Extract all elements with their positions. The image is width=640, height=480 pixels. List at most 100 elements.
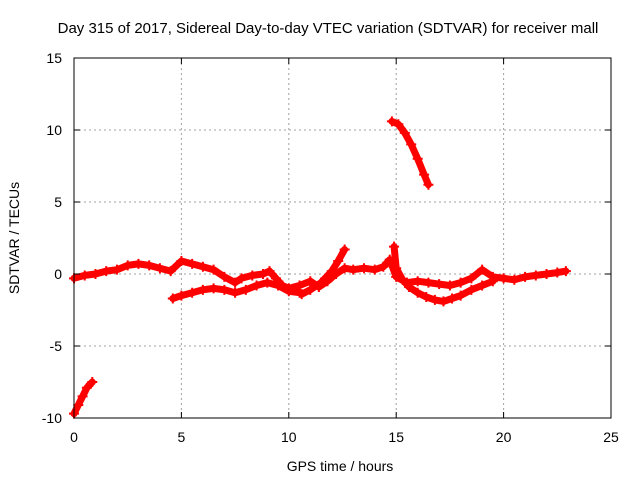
data-point-marker	[133, 258, 144, 269]
data-point-marker	[520, 271, 531, 282]
data-point-marker	[154, 263, 165, 274]
data-point-marker	[247, 270, 258, 281]
data-point-marker	[230, 277, 241, 288]
data-point-marker	[438, 296, 449, 307]
y-tick-label: 15	[46, 50, 62, 66]
series-6	[386, 116, 434, 190]
data-point-marker	[316, 277, 327, 288]
data-point-marker	[447, 293, 458, 304]
data-point-marker	[393, 119, 404, 130]
data-point-marker	[296, 289, 307, 300]
data-point-marker	[264, 266, 275, 277]
y-tick-label: -10	[42, 410, 62, 426]
series-5	[389, 241, 498, 307]
data-point-marker	[230, 287, 241, 298]
y-tick-label: 5	[54, 194, 62, 210]
data-point-marker	[404, 281, 415, 292]
data-point-marker	[399, 127, 410, 138]
data-point-marker	[339, 263, 350, 274]
data-point-marker	[273, 280, 284, 291]
y-tick-label: 10	[46, 122, 62, 138]
data-point-marker	[412, 287, 423, 298]
data-point-marker	[167, 293, 178, 304]
data-series	[69, 116, 571, 419]
data-point-marker	[386, 116, 397, 127]
data-point-marker	[530, 270, 541, 281]
data-point-marker	[389, 241, 400, 252]
axis-ticks: 0 5 10 15 20 25 -10 -5 0 5 10 15	[42, 50, 619, 445]
data-point-marker	[81, 382, 92, 393]
x-tick-label: 10	[281, 429, 297, 445]
data-point-marker	[305, 284, 316, 295]
x-tick-label: 0	[70, 429, 78, 445]
data-point-marker	[326, 266, 337, 277]
data-point-marker	[208, 283, 219, 294]
data-point-marker	[283, 286, 294, 297]
y-axis-label: SDTVAR / TECUs	[6, 182, 22, 294]
data-point-marker	[101, 266, 112, 277]
data-point-marker	[444, 280, 455, 291]
data-point-marker	[73, 400, 84, 411]
data-point-marker	[111, 264, 122, 275]
data-point-marker	[552, 267, 563, 278]
data-point-marker	[187, 258, 198, 269]
y-tick-label: -5	[50, 338, 63, 354]
data-point-marker	[412, 276, 423, 287]
data-point-marker	[77, 391, 88, 402]
series-4	[296, 244, 350, 300]
data-point-marker	[434, 279, 445, 290]
data-point-marker	[219, 271, 230, 282]
data-point-marker	[208, 264, 219, 275]
series-1	[69, 377, 98, 419]
data-point-marker	[423, 277, 434, 288]
data-point-marker	[397, 274, 408, 285]
data-point-marker	[165, 266, 176, 277]
data-point-marker	[240, 284, 251, 295]
data-point-marker	[477, 280, 488, 291]
data-point-marker	[378, 261, 389, 272]
data-point-marker	[509, 274, 520, 285]
data-point-marker	[144, 260, 155, 271]
data-point-marker	[90, 269, 101, 279]
data-point-marker	[339, 244, 350, 255]
data-point-marker	[305, 276, 316, 287]
data-point-marker	[176, 290, 187, 301]
data-point-marker	[477, 264, 488, 275]
data-point-marker	[421, 292, 432, 303]
data-point-marker	[466, 273, 477, 284]
data-point-marker	[348, 264, 359, 275]
data-point-marker	[358, 263, 369, 274]
data-point-marker	[541, 269, 552, 279]
data-point-marker	[391, 263, 402, 274]
data-point-marker	[219, 284, 230, 295]
data-point-marker	[455, 290, 466, 301]
data-point-marker	[262, 277, 273, 288]
data-point-marker	[87, 377, 98, 387]
data-point-marker	[197, 284, 208, 295]
data-point-marker	[560, 266, 571, 277]
y-tick-label: 0	[54, 266, 62, 282]
data-point-marker	[187, 287, 198, 298]
data-point-marker	[406, 139, 417, 150]
data-point-marker	[79, 270, 90, 281]
data-point-marker	[369, 264, 380, 275]
data-point-marker	[176, 256, 187, 267]
data-point-marker	[251, 280, 262, 291]
data-point-marker	[258, 269, 269, 279]
data-point-marker	[498, 273, 509, 284]
data-point-marker	[423, 179, 434, 190]
x-tick-label: 15	[388, 429, 404, 445]
data-point-marker	[236, 273, 247, 284]
x-axis-label: GPS time / hours	[287, 458, 394, 474]
data-point-marker	[197, 261, 208, 272]
data-point-marker	[419, 169, 430, 180]
grid	[74, 58, 611, 418]
x-tick-label: 20	[496, 429, 512, 445]
data-point-marker	[412, 153, 423, 164]
chart-title: Day 315 of 2017, Sidereal Day-to-day VTE…	[58, 20, 599, 37]
data-point-marker	[122, 260, 133, 271]
data-point-marker	[466, 284, 477, 295]
data-point-marker	[455, 277, 466, 288]
x-tick-label: 25	[603, 429, 619, 445]
